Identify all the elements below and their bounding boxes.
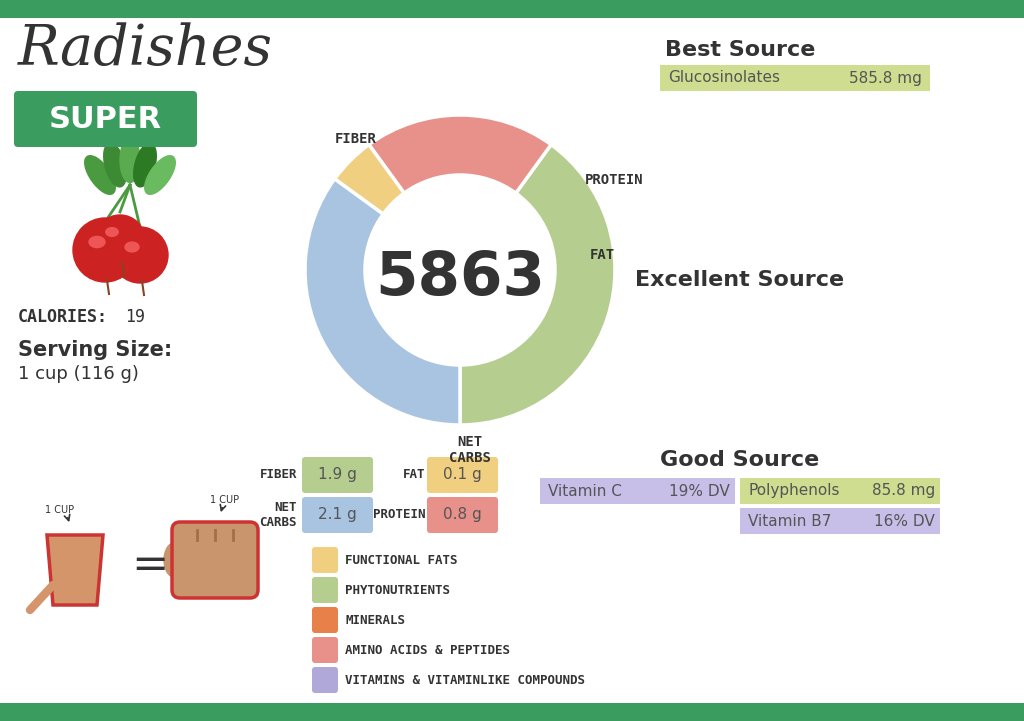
FancyBboxPatch shape <box>14 91 197 147</box>
FancyBboxPatch shape <box>312 577 338 603</box>
Text: 0.1 g: 0.1 g <box>442 467 481 482</box>
Text: Glucosinolates: Glucosinolates <box>668 71 780 86</box>
Text: Polyphenols: Polyphenols <box>748 484 840 498</box>
FancyBboxPatch shape <box>302 457 373 493</box>
Ellipse shape <box>120 138 140 182</box>
Text: PROTEIN: PROTEIN <box>585 173 644 187</box>
Text: NET
CARBS: NET CARBS <box>450 435 490 465</box>
Text: VITAMINS & VITAMINLIKE COMPOUNDS: VITAMINS & VITAMINLIKE COMPOUNDS <box>345 673 585 686</box>
Wedge shape <box>305 179 460 425</box>
Text: 19: 19 <box>125 308 145 326</box>
Circle shape <box>95 215 145 265</box>
Text: Serving Size:: Serving Size: <box>18 340 172 360</box>
Bar <box>0 0 1024 18</box>
Ellipse shape <box>85 156 116 194</box>
Text: 0.8 g: 0.8 g <box>442 508 481 523</box>
Text: AMINO ACIDS & PEPTIDES: AMINO ACIDS & PEPTIDES <box>345 644 510 657</box>
Text: 5863: 5863 <box>375 249 545 307</box>
Bar <box>660 65 930 91</box>
Text: Radishes: Radishes <box>18 22 273 76</box>
Wedge shape <box>335 145 404 214</box>
Bar <box>740 508 940 534</box>
Text: 1 CUP: 1 CUP <box>211 495 240 505</box>
Text: Excellent Source: Excellent Source <box>636 270 845 290</box>
Text: PROTEIN: PROTEIN <box>373 508 425 521</box>
Text: 2.1 g: 2.1 g <box>317 508 356 523</box>
Ellipse shape <box>134 143 157 187</box>
Text: =: = <box>131 544 169 586</box>
Text: FIBER: FIBER <box>335 132 377 146</box>
Text: Vitamin C: Vitamin C <box>548 484 622 498</box>
Text: FAT: FAT <box>590 248 615 262</box>
FancyBboxPatch shape <box>172 522 258 598</box>
Text: Vitamin B7: Vitamin B7 <box>748 513 831 528</box>
FancyBboxPatch shape <box>427 497 498 533</box>
FancyBboxPatch shape <box>312 547 338 573</box>
Circle shape <box>73 218 137 282</box>
Text: MINERALS: MINERALS <box>345 614 406 627</box>
Ellipse shape <box>164 542 186 578</box>
Text: FUNCTIONAL FATS: FUNCTIONAL FATS <box>345 554 458 567</box>
Text: NET
CARBS: NET CARBS <box>259 501 297 529</box>
Wedge shape <box>460 145 615 425</box>
Polygon shape <box>47 535 103 605</box>
Text: 85.8 mg: 85.8 mg <box>871 484 935 498</box>
Ellipse shape <box>103 143 126 187</box>
Text: 1 CUP: 1 CUP <box>45 505 75 515</box>
Wedge shape <box>369 115 551 193</box>
Text: PHYTONUTRIENTS: PHYTONUTRIENTS <box>345 583 450 596</box>
Text: SUPER: SUPER <box>48 105 162 133</box>
FancyBboxPatch shape <box>427 457 498 493</box>
Ellipse shape <box>89 236 105 247</box>
Ellipse shape <box>105 228 118 236</box>
Text: FIBER: FIBER <box>259 469 297 482</box>
Text: 16% DV: 16% DV <box>874 513 935 528</box>
FancyBboxPatch shape <box>312 607 338 633</box>
Ellipse shape <box>144 156 175 194</box>
Text: 1.9 g: 1.9 g <box>317 467 356 482</box>
Text: CALORIES:: CALORIES: <box>18 308 108 326</box>
FancyBboxPatch shape <box>312 637 338 663</box>
Text: 19% DV: 19% DV <box>670 484 730 498</box>
Text: FAT: FAT <box>402 469 425 482</box>
Circle shape <box>112 227 168 283</box>
Text: 585.8 mg: 585.8 mg <box>849 71 922 86</box>
FancyBboxPatch shape <box>302 497 373 533</box>
Bar <box>0 703 1024 721</box>
Text: 1 cup (116 g): 1 cup (116 g) <box>18 365 139 383</box>
Bar <box>740 478 940 504</box>
Text: Good Source: Good Source <box>660 450 819 470</box>
Bar <box>540 478 735 504</box>
FancyBboxPatch shape <box>312 667 338 693</box>
Ellipse shape <box>125 242 139 252</box>
Text: Best Source: Best Source <box>665 40 815 60</box>
